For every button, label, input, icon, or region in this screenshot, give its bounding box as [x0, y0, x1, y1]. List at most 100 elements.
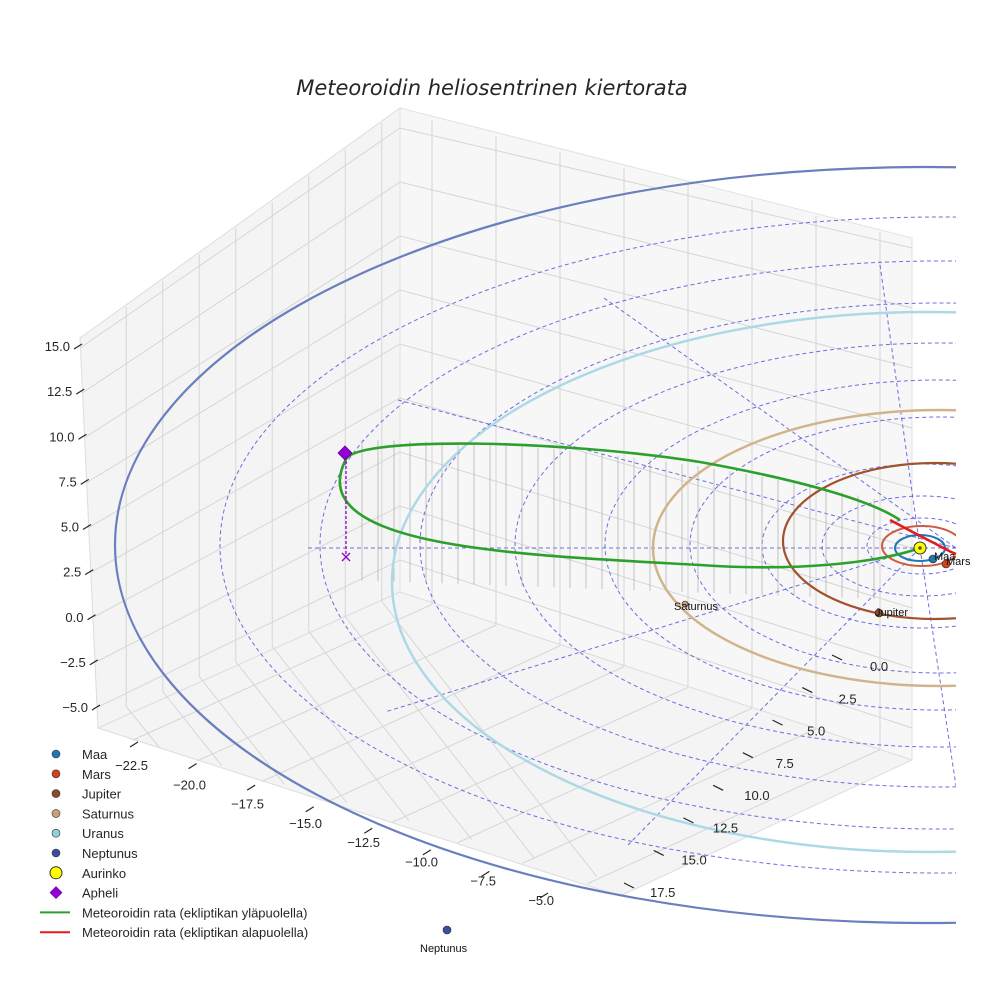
orbit-jupiter: [781, 461, 956, 621]
ecliptic-ray: [397, 399, 956, 549]
x-tick-label: −22.5: [115, 758, 148, 773]
y-tick-mark: [802, 687, 813, 694]
y-tick-label: 15.0: [681, 853, 706, 868]
grid-z-line: [97, 559, 913, 729]
z-tick-mark: [84, 569, 94, 576]
x-tick-label: −10.0: [405, 854, 438, 869]
x-tick-label: −20.0: [173, 777, 206, 792]
x-tick-label: −15.0: [289, 816, 322, 831]
ecliptic-ring-inner: [821, 495, 956, 597]
legend-label-saturnus: Saturnus: [82, 806, 135, 821]
x-tick-mark: [129, 741, 139, 748]
z-tick-label: 15.0: [45, 339, 70, 354]
label-neptunus: Neptunus: [420, 943, 468, 955]
y-tick-mark: [683, 817, 694, 824]
z-tick-label: 10.0: [49, 429, 74, 444]
y-tick-mark: [712, 784, 724, 791]
z-tick-mark: [82, 523, 92, 531]
grid-z-line: [84, 235, 913, 439]
legend-label-mars: Mars: [82, 767, 111, 782]
grid-x-floor-line: [344, 616, 535, 859]
planet-saturnus: [681, 600, 689, 608]
z-axis: 15.0 12.5 10.0 7.5 5.0 2.5 0.0 −2.5 −5.0: [45, 339, 101, 715]
planet-mars: [941, 559, 951, 569]
planet-neptunus: [442, 925, 452, 935]
ecliptic-ring: [419, 302, 956, 788]
ecliptic-ring: [219, 216, 956, 874]
z-tick-mark: [87, 614, 96, 621]
z-tick-label: 12.5: [47, 384, 72, 399]
z-tick-label: 7.5: [59, 474, 77, 489]
label-jupiter: Jupiter: [875, 607, 908, 619]
ecliptic-ring: [604, 379, 956, 711]
z-tick-mark: [91, 704, 101, 711]
z-tick-label: 5.0: [61, 520, 79, 535]
y-tick-label: 0.0: [870, 659, 888, 674]
z-tick-label: −2.5: [60, 655, 86, 670]
meteoroid-orbit: [338, 442, 957, 569]
legend-marker-saturnus: [51, 809, 61, 818]
legend: Maa Mars Jupiter Saturnus Uranus Neptunus Auri…: [40, 747, 308, 940]
grid-y-floor-line: [522, 728, 817, 864]
legend-label-neptunus: Neptunus: [82, 846, 138, 861]
legend-marker-apheli: [49, 886, 63, 900]
orbit-drop-lines: [361, 440, 875, 599]
meteoroid-orbit-above: [338, 442, 921, 569]
grid-z-line: [93, 451, 913, 618]
meteoroid-orbit-below: [889, 518, 957, 556]
x-tick-mark: [363, 827, 373, 834]
ecliptic-ray: [384, 547, 921, 713]
x-tick-label: −12.5: [347, 835, 380, 850]
orbit-uranus: [390, 310, 956, 854]
axes-grid: [79, 120, 913, 885]
y-tick-mark: [742, 752, 754, 759]
label-maa: Maa: [934, 551, 956, 563]
y-tick-mark: [831, 654, 843, 661]
ecliptic-ray: [919, 547, 956, 787]
grid-x-floor-line: [125, 706, 160, 748]
y-tick-label: 5.0: [807, 724, 825, 739]
y-tick-mark: [653, 849, 664, 856]
legend-label-meteoroidin-rata-ekliptikan-yl-puolella: Meteoroidin rata (ekliptikan yläpuolella…: [82, 905, 307, 920]
grid-z-line: [88, 343, 913, 528]
planet-jupiter: [874, 608, 884, 618]
sun-center: [918, 546, 922, 550]
z-tick-mark: [89, 659, 99, 666]
grid-y-floor-line: [457, 707, 753, 844]
chart-title: Meteoroidin heliosentrinen kiertorata: [296, 76, 688, 100]
ecliptic-ring: [689, 416, 956, 674]
orbit-mars: [881, 525, 956, 567]
z-tick-label: 0.0: [65, 610, 83, 625]
aphelion-projection-marker: [341, 552, 351, 562]
x-tick-label: −5.0: [528, 893, 554, 908]
floor-pane: [96, 591, 914, 897]
y-tick-mark: [772, 719, 783, 726]
ecliptic-ray: [603, 297, 956, 549]
x-tick-label: −7.5: [470, 874, 496, 889]
orbit-saturnus: [651, 408, 956, 688]
grid-x-floor-line: [162, 691, 223, 767]
z-tick-mark: [78, 433, 87, 440]
grid-y-floor-line: [587, 749, 881, 885]
x-tick-mark: [246, 784, 256, 791]
y-tick-label: 10.0: [744, 788, 769, 803]
planet-maa: [928, 554, 938, 564]
grid-x-floor-line: [271, 646, 410, 822]
grid-x-floor-line: [381, 601, 598, 878]
grid-x-floor-line: [308, 631, 473, 841]
z-tick-mark: [75, 388, 85, 395]
legend-marker-jupiter: [51, 789, 61, 798]
x-tick-mark: [305, 806, 315, 813]
legend-label-apheli: Apheli: [82, 886, 118, 901]
legend-marker-aurinko: [49, 866, 63, 880]
ecliptic-ring-inner: [866, 517, 956, 575]
x-tick-mark: [188, 763, 197, 770]
x-tick-mark: [422, 849, 432, 856]
axes-panes: [79, 107, 914, 897]
x-tick-mark: [481, 870, 490, 877]
legend-label-maa: Maa: [82, 747, 108, 762]
z-tick-mark: [80, 478, 90, 485]
x-tick-label: −17.5: [231, 797, 264, 812]
